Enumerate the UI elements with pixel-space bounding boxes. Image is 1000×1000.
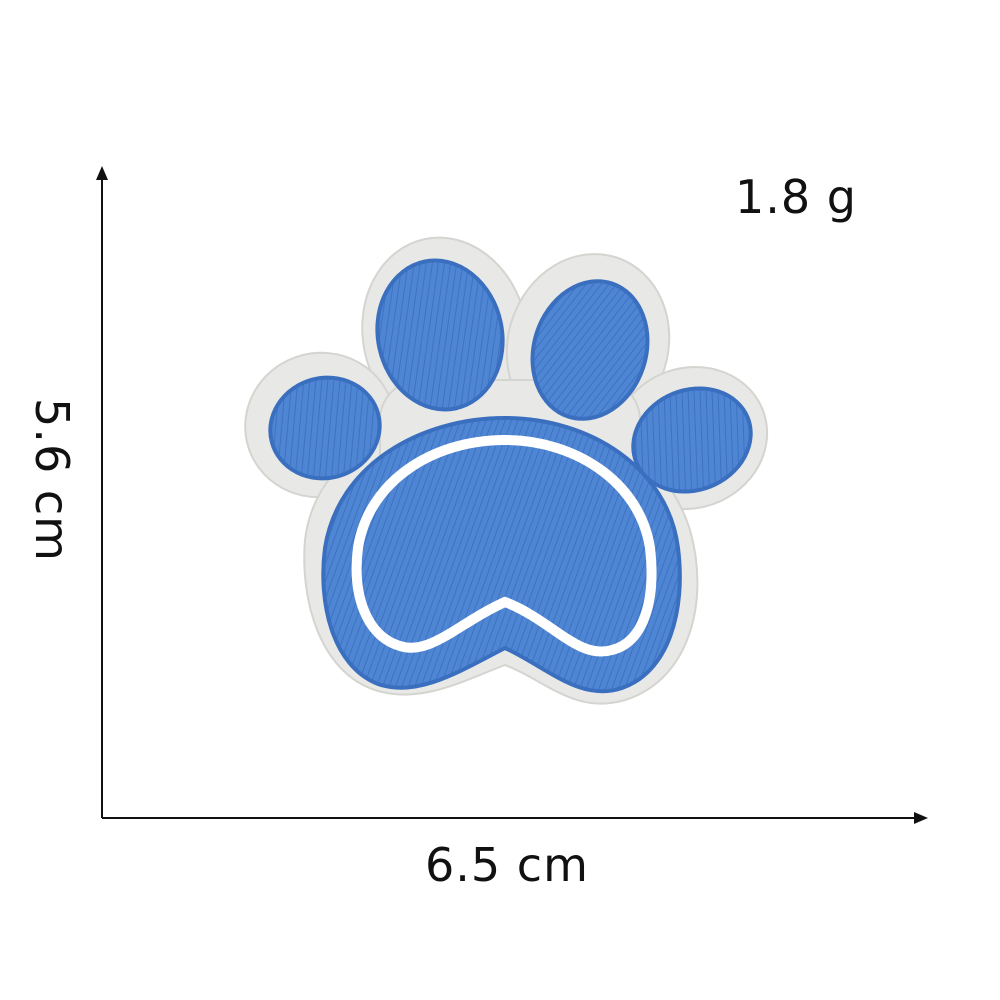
toe-pad-1	[268, 375, 382, 481]
toe-pad-2	[375, 258, 505, 412]
height-label: 5.6 cm	[25, 398, 79, 562]
weight-label: 1.8 g	[735, 170, 857, 224]
vertical-arrow-head	[96, 166, 108, 180]
main-pad	[321, 415, 682, 694]
toe-pad-4	[631, 386, 753, 494]
width-label: 6.5 cm	[425, 838, 589, 892]
toe-pad-3	[530, 279, 650, 421]
horizontal-arrow-head	[914, 812, 928, 824]
toe-pads	[268, 258, 753, 494]
